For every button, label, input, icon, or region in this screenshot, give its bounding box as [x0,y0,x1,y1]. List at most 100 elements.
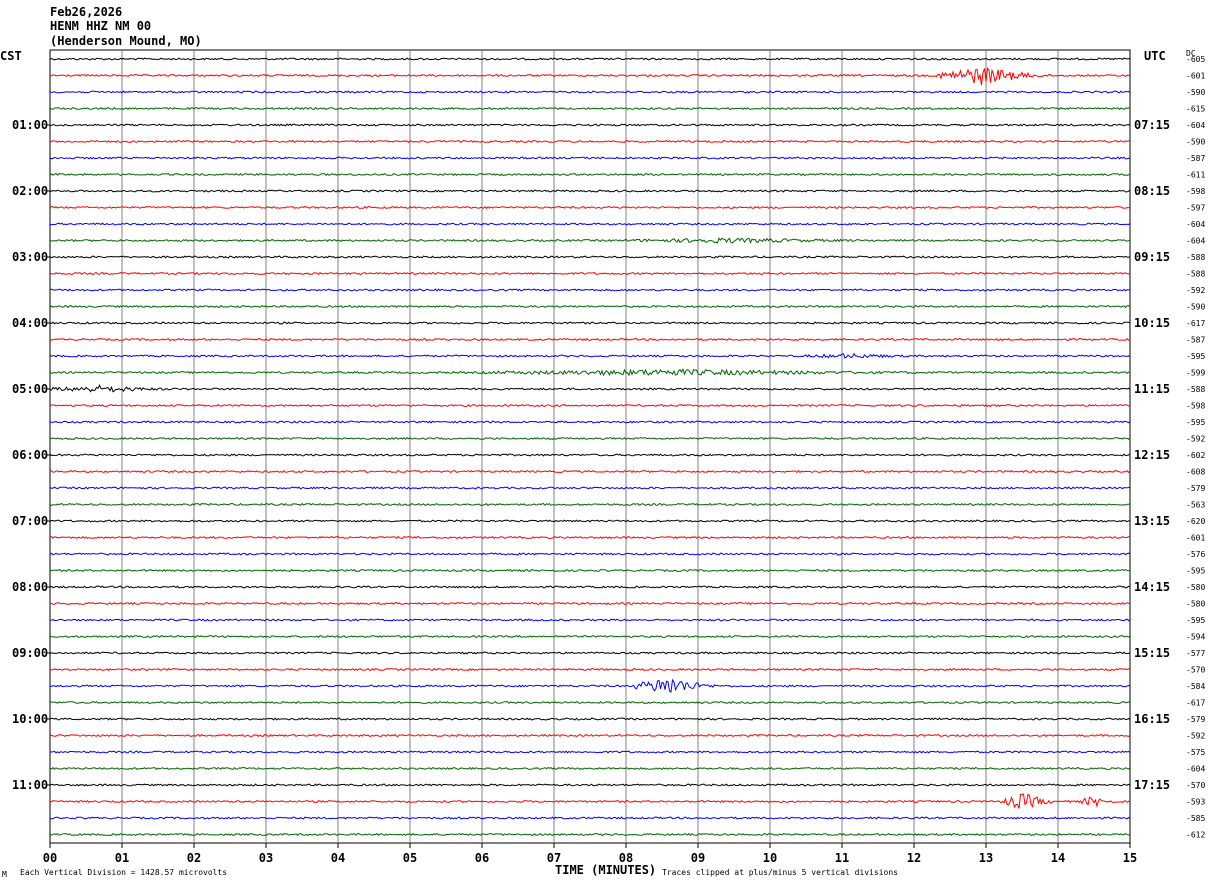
x-tick-label: 07 [547,851,561,865]
seismic-trace [49,367,1130,377]
dc-offset-label: -579 [1186,715,1205,724]
cst-hour-label: 05:00 [12,382,48,396]
left-timezone-label: CST [0,49,22,63]
dc-offset-label: -601 [1186,534,1205,543]
dc-offset-label: -599 [1186,369,1205,378]
utc-hour-label: 17:15 [1134,778,1170,792]
dc-offset-label: -611 [1186,171,1205,180]
dc-offset-label: -595 [1186,616,1205,625]
dc-offset-label: -592 [1186,732,1205,741]
seismic-trace [49,352,1131,359]
utc-hour-label: 16:15 [1134,712,1170,726]
dc-offset-label: -604 [1186,121,1205,130]
dc-offset-label: -580 [1186,583,1205,592]
dc-offset-label: -602 [1186,451,1205,460]
seismic-trace [49,568,1131,573]
dc-header-label: DC [1186,49,1196,58]
x-axis-title: TIME (MINUTES) [555,863,657,877]
seismic-trace [50,700,1131,705]
cst-hour-label: 02:00 [12,184,48,198]
seismic-trace [49,337,1131,342]
x-tick-label: 01 [115,851,129,865]
dc-offset-label: -612 [1186,831,1205,840]
seismic-trace [49,717,1131,721]
x-tick-label: 11 [835,851,849,865]
seismic-trace [49,106,1131,111]
dc-offset-label: -575 [1186,748,1205,757]
dc-offset-label: -604 [1186,765,1205,774]
dc-offset-label: -620 [1186,517,1205,526]
x-tick-label: 04 [331,851,345,865]
cst-hour-label: 08:00 [12,580,48,594]
seismic-trace [49,766,1131,771]
seismic-trace [49,750,1131,754]
utc-hour-label: 12:15 [1134,448,1170,462]
utc-hour-label: 11:15 [1134,382,1170,396]
x-tick-label: 06 [475,851,489,865]
dc-offset-label: -615 [1186,105,1205,114]
seismic-trace [49,403,1131,408]
seismic-trace [49,66,1131,86]
seismic-trace [49,271,1131,276]
cst-hour-label: 04:00 [12,316,48,330]
x-tick-label: 13 [979,851,993,865]
plot-date: Feb26,2026 [50,5,123,19]
seismic-trace [49,304,1131,309]
seismic-trace [49,139,1131,144]
seismic-trace [49,436,1131,441]
seismic-trace [49,793,1131,809]
dc-offset-label: -580 [1186,600,1205,609]
seismic-trace [49,535,1131,540]
seismic-trace [49,57,1131,61]
seismic-trace [49,651,1131,655]
cst-hour-label: 09:00 [12,646,48,660]
seismic-trace [49,552,1131,556]
cst-hour-label: 10:00 [12,712,48,726]
station-code: HENM HHZ NM 00 [50,19,152,33]
dc-offset-label: -588 [1186,270,1205,279]
seismic-trace [49,585,1130,589]
seismic-trace [49,189,1131,193]
clip-note: Traces clipped at plus/minus 5 vertical … [662,868,899,877]
seismic-trace [49,255,1131,259]
plot-frame [49,49,1131,844]
dc-offset-label: -576 [1186,550,1205,559]
right-timezone-label: UTC [1144,49,1166,63]
seismic-trace [49,678,1131,694]
utc-hour-label: 15:15 [1134,646,1170,660]
cst-hour-label: 06:00 [12,448,48,462]
dc-offset-label: -570 [1186,781,1205,790]
seismic-trace [49,156,1131,160]
dc-offset-label: -579 [1186,484,1205,493]
dc-offset-label: -595 [1186,567,1205,576]
cst-hour-label: 03:00 [12,250,48,264]
dc-offset-label: -604 [1186,220,1205,229]
seismic-trace [49,486,1131,490]
dc-offset-label: -617 [1186,319,1205,328]
seismic-trace [49,288,1131,292]
utc-hour-label: 10:15 [1134,316,1170,330]
dc-offset-label: -595 [1186,418,1205,427]
x-tick-label: 02 [187,851,201,865]
seismic-trace [49,321,1131,325]
scale-note: Each Vertical Division = 1428.57 microvo… [20,868,228,877]
dc-offset-label: -584 [1186,682,1205,691]
seismic-trace [49,519,1131,523]
x-tick-label: 10 [763,851,777,865]
seismic-trace [49,634,1131,639]
cst-hour-label: 07:00 [12,514,48,528]
seismic-trace [49,469,1131,474]
dc-offset-label: -563 [1186,501,1205,510]
cst-hour-label: 01:00 [12,118,48,132]
seismic-trace [49,453,1131,457]
dc-offset-label: -598 [1186,187,1205,196]
x-tick-label: 05 [403,851,417,865]
seismic-trace [49,733,1131,738]
dc-offset-label: -598 [1186,402,1205,411]
utc-hour-label: 13:15 [1134,514,1170,528]
seismic-trace [49,816,1131,820]
dc-offset-label: -590 [1186,138,1205,147]
dc-offset-label: -588 [1186,385,1205,394]
dc-offset-label: -577 [1186,649,1205,658]
